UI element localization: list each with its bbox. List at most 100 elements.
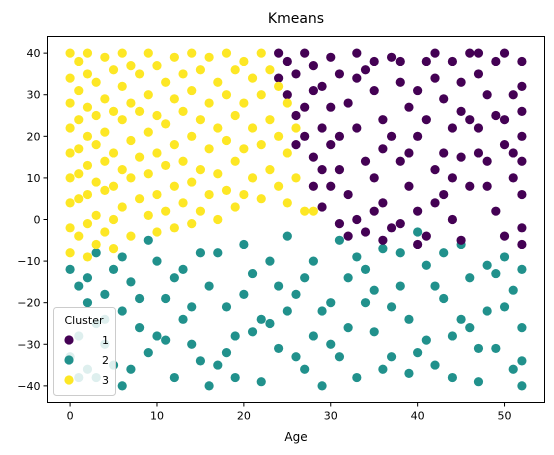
cluster-1-point bbox=[317, 123, 326, 132]
cluster-2-point bbox=[361, 298, 370, 307]
cluster-1-point bbox=[404, 182, 413, 191]
cluster-2-point bbox=[335, 236, 344, 245]
cluster-1-point bbox=[500, 140, 509, 149]
cluster-3-point bbox=[135, 69, 144, 78]
cluster-1-point bbox=[326, 140, 335, 149]
cluster-3-point bbox=[126, 173, 135, 182]
cluster-1-point bbox=[378, 144, 387, 153]
cluster-3-point bbox=[92, 177, 101, 186]
cluster-3-point bbox=[65, 223, 74, 232]
cluster-2-point bbox=[100, 290, 109, 299]
legend-marker-2 bbox=[64, 355, 73, 364]
cluster-1-point bbox=[387, 132, 396, 141]
legend-marker-3 bbox=[64, 375, 73, 384]
cluster-1-point bbox=[335, 132, 344, 141]
cluster-2-point bbox=[161, 294, 170, 303]
cluster-3-point bbox=[257, 49, 266, 58]
cluster-3-point bbox=[248, 123, 257, 132]
cluster-2-point bbox=[509, 286, 518, 295]
cluster-2-point bbox=[370, 286, 379, 295]
cluster-3-point bbox=[178, 69, 187, 78]
cluster-2-point bbox=[413, 227, 422, 236]
cluster-1-point bbox=[430, 73, 439, 82]
cluster-3-point bbox=[222, 136, 231, 145]
cluster-1-point bbox=[474, 123, 483, 132]
cluster-2-point bbox=[118, 252, 127, 261]
cluster-3-point bbox=[239, 57, 248, 66]
cluster-3-point bbox=[83, 252, 92, 261]
y-tick-label: −40 bbox=[17, 380, 40, 393]
cluster-1-point bbox=[448, 173, 457, 182]
cluster-1-point bbox=[291, 140, 300, 149]
y-tick-label: −10 bbox=[17, 255, 40, 268]
cluster-1-point bbox=[300, 132, 309, 141]
cluster-3-point bbox=[257, 140, 266, 149]
cluster-3-point bbox=[205, 53, 214, 62]
cluster-1-point bbox=[378, 115, 387, 124]
cluster-3-point bbox=[222, 186, 231, 195]
cluster-3-point bbox=[152, 111, 161, 120]
cluster-3-point bbox=[222, 90, 231, 99]
cluster-1-point bbox=[509, 148, 518, 157]
cluster-3-point bbox=[109, 182, 118, 191]
cluster-3-point bbox=[231, 65, 240, 74]
cluster-3-point bbox=[126, 98, 135, 107]
legend-label-1: 1 bbox=[102, 334, 109, 347]
legend-marker-1 bbox=[64, 335, 73, 344]
cluster-3-point bbox=[83, 219, 92, 228]
x-tick-label: 30 bbox=[324, 410, 338, 423]
cluster-2-point bbox=[222, 348, 231, 357]
cluster-3-point bbox=[213, 78, 222, 87]
cluster-2-point bbox=[326, 340, 335, 349]
cluster-3-point bbox=[118, 115, 127, 124]
cluster-1-point bbox=[422, 232, 431, 241]
cluster-2-point bbox=[430, 360, 439, 369]
cluster-3-point bbox=[118, 202, 127, 211]
cluster-2-point bbox=[248, 269, 257, 278]
cluster-2-point bbox=[483, 306, 492, 315]
cluster-1-point bbox=[413, 240, 422, 249]
cluster-2-point bbox=[422, 336, 431, 345]
cluster-1-point bbox=[483, 90, 492, 99]
cluster-3-point bbox=[135, 194, 144, 203]
legend-label-3: 3 bbox=[102, 374, 109, 387]
cluster-3-point bbox=[213, 169, 222, 178]
cluster-3-point bbox=[65, 148, 74, 157]
cluster-3-point bbox=[100, 94, 109, 103]
y-tick-label: −30 bbox=[17, 338, 40, 351]
cluster-1-point bbox=[474, 49, 483, 58]
cluster-2-point bbox=[404, 369, 413, 378]
cluster-3-point bbox=[300, 207, 309, 216]
cluster-1-point bbox=[283, 90, 292, 99]
cluster-2-point bbox=[196, 248, 205, 257]
cluster-1-point bbox=[361, 227, 370, 236]
cluster-3-point bbox=[274, 132, 283, 141]
x-tick-label: 50 bbox=[498, 410, 512, 423]
x-tick-label: 0 bbox=[67, 410, 74, 423]
cluster-3-point bbox=[92, 78, 101, 87]
cluster-2-point bbox=[144, 348, 153, 357]
cluster-3-point bbox=[205, 190, 214, 199]
cluster-3-point bbox=[126, 136, 135, 145]
cluster-3-point bbox=[135, 107, 144, 116]
cluster-2-point bbox=[326, 298, 335, 307]
cluster-2-point bbox=[83, 298, 92, 307]
cluster-1-point bbox=[509, 90, 518, 99]
cluster-3-point bbox=[152, 61, 161, 70]
cluster-1-point bbox=[352, 49, 361, 58]
cluster-2-point bbox=[300, 273, 309, 282]
cluster-3-point bbox=[144, 49, 153, 58]
cluster-1-point bbox=[422, 115, 431, 124]
cluster-1-point bbox=[474, 69, 483, 78]
cluster-3-point bbox=[65, 123, 74, 132]
cluster-1-point bbox=[483, 157, 492, 166]
cluster-2-point bbox=[309, 331, 318, 340]
cluster-3-point bbox=[100, 157, 109, 166]
cluster-1-point bbox=[317, 82, 326, 91]
cluster-1-point bbox=[344, 232, 353, 241]
y-tick-label: 10 bbox=[27, 172, 41, 185]
cluster-1-point bbox=[517, 132, 526, 141]
cluster-3-point bbox=[74, 194, 83, 203]
cluster-3-point bbox=[309, 207, 318, 216]
cluster-1-point bbox=[413, 207, 422, 216]
